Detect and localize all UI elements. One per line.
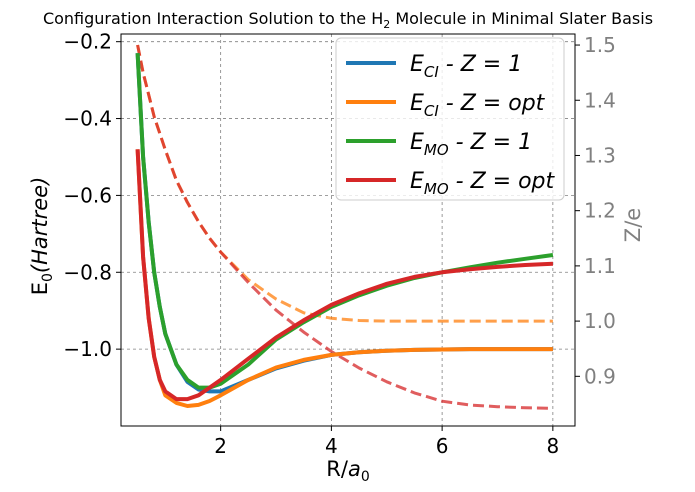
x-tick-label: 6 (436, 434, 449, 458)
y-label-italic: (Hartree) (28, 177, 52, 273)
y2-tick-label: 1.0 (584, 309, 616, 333)
legend-label: ECI - Z = 1 (410, 52, 522, 81)
plot-frame (120, 33, 576, 427)
y2-tick-label: 1.4 (584, 88, 616, 112)
legend-label-main: E (410, 52, 424, 77)
y-tick-label: −1.0 (63, 337, 112, 361)
x-tick-label: 4 (325, 434, 338, 458)
x-axis-label: R/a0 (326, 457, 369, 485)
y2-tick-label: 1.1 (584, 254, 616, 278)
legend-label-tail: - Z = opt (439, 91, 546, 116)
legend-label: EMO - Z = opt (410, 169, 555, 198)
legend-label: EMO - Z = 1 (410, 130, 532, 159)
y-tick-label: −0.6 (63, 183, 112, 207)
y2-axis-label: Z/e (621, 208, 645, 242)
legend-label-tail: - Z = 1 (439, 52, 522, 77)
x-label-main: R/ (326, 457, 349, 481)
legend-label-subscript: CI (424, 102, 439, 120)
x-tick-label: 8 (546, 434, 559, 458)
legend-label-subscript: MO (424, 141, 449, 159)
legend-label: ECI - Z = opt (410, 91, 546, 120)
legend-label-tail: - Z = 1 (449, 130, 532, 155)
x-label-italic: a (348, 457, 361, 481)
y-tick-label: −0.8 (63, 260, 112, 284)
y-tick-label: −0.2 (63, 30, 112, 54)
legend-label-main: E (410, 130, 424, 155)
series-line-z-opt-mo (136, 44, 553, 410)
x-tick-label: 2 (214, 434, 227, 458)
chart-title: Configuration Interaction Solution to th… (43, 9, 653, 31)
y2-tick-label: 1.5 (584, 33, 616, 57)
legend-label-tail: - Z = opt (449, 169, 556, 194)
legend-label-subscript: CI (424, 63, 439, 81)
y-axis-label: E0(Hartree) (28, 177, 56, 296)
series-line-e-mo-z-opt (135, 149, 553, 402)
y-label-subscript: 0 (40, 273, 56, 282)
title-main: Configuration Interaction Solution to th… (43, 9, 383, 28)
axis-ticks: 2 4 6 8 −0.2 −0.4 −0.6 −0.8 −1.0 0.9 1.0 1.1 1.2 1.3 1… (63, 30, 615, 458)
y2-tick-label: 0.9 (584, 364, 616, 388)
legend-label-subscript: MO (424, 180, 449, 198)
legend-box (335, 37, 565, 201)
title-tail: Molecule in Minimal Slater Basis (390, 9, 653, 28)
x-label-subscript: 0 (361, 469, 370, 485)
legend-label-main: E (410, 169, 424, 194)
title-subscript: 2 (383, 18, 390, 31)
legend-label-main: E (410, 91, 424, 116)
plot-series (135, 44, 554, 410)
y-tick-label: −0.4 (63, 107, 112, 131)
y2-tick-label: 1.2 (584, 199, 616, 223)
y-label-main: E (28, 282, 52, 295)
y2-tick-label: 1.3 (584, 143, 616, 167)
